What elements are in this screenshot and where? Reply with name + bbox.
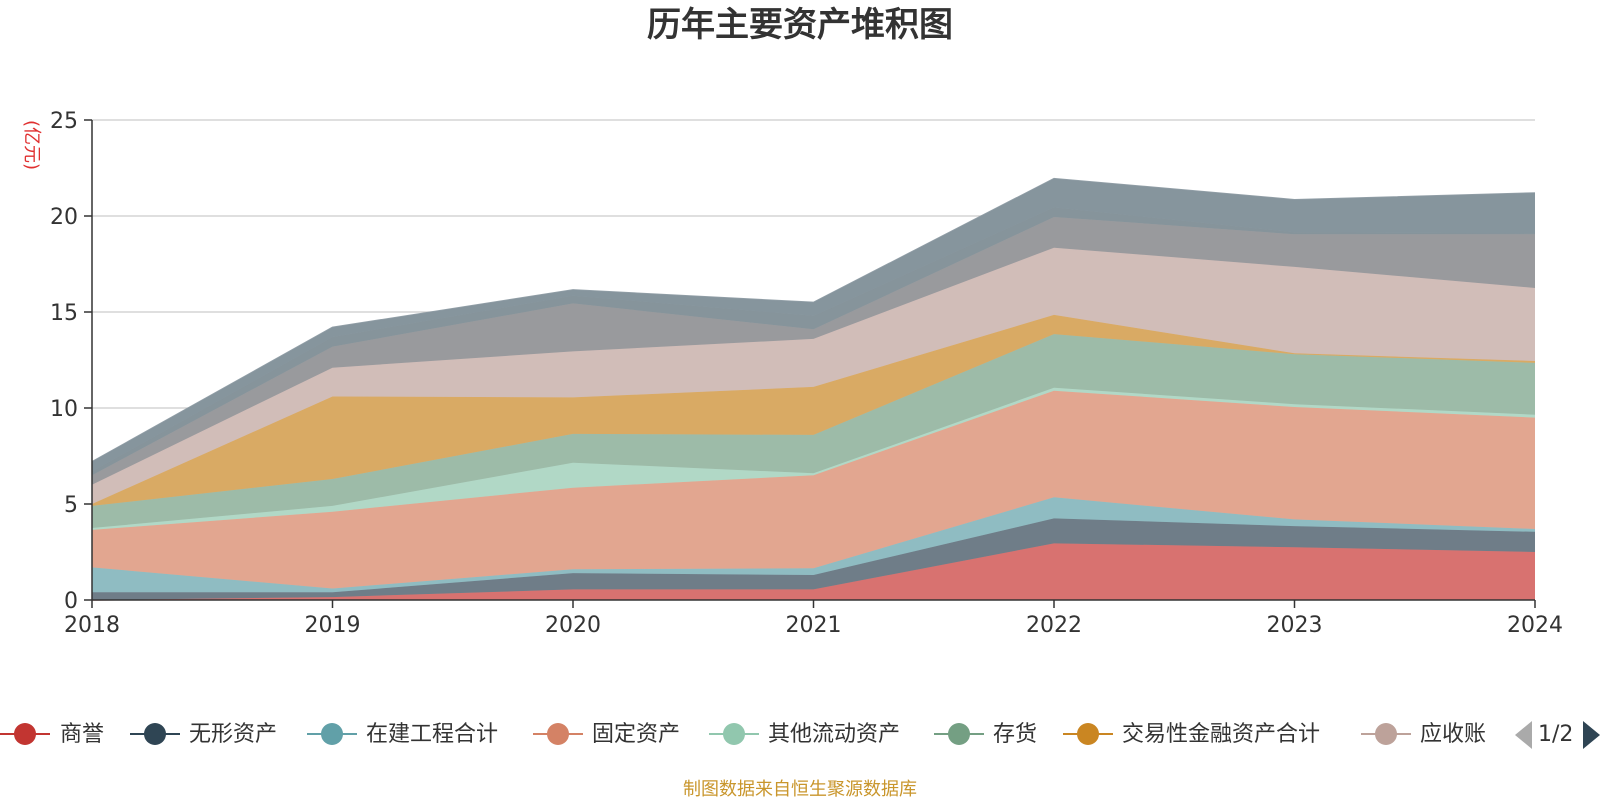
area-9[interactable]: [92, 207, 1535, 476]
area-4[interactable]: [92, 387, 1535, 530]
legend-label-6: 交易性金融资产合计: [1122, 722, 1320, 747]
legend-marker-2: [321, 723, 343, 745]
legend-item-4[interactable]: [709, 723, 759, 745]
legend-marker-3: [547, 723, 569, 745]
legend-marker-4: [723, 723, 745, 745]
area-6[interactable]: [92, 314, 1535, 506]
data-source-footer: 制图数据来自恒生聚源数据库: [683, 779, 917, 800]
legend-marker-1: [144, 723, 166, 745]
legend-item-0[interactable]: [0, 723, 50, 745]
area-5[interactable]: [92, 334, 1535, 528]
y-tick-label-10: 10: [50, 397, 78, 422]
axes: [84, 119, 1536, 608]
legend-label-3: 固定资产: [592, 722, 680, 747]
y-tick-label-5: 5: [64, 493, 78, 518]
stacked-areas: [91, 177, 1536, 601]
legend-item-2[interactable]: [307, 723, 357, 745]
legend-next-page-icon[interactable]: [1583, 721, 1600, 749]
legend-item-3[interactable]: [533, 723, 583, 745]
legend-page-indicator: 1/2: [1538, 722, 1573, 747]
legend-marker-0: [14, 723, 36, 745]
y-tick-label-25: 25: [50, 109, 78, 134]
legend-label-0: 商誉: [60, 722, 104, 747]
legend-label-5: 存货: [993, 722, 1037, 747]
y-axis-unit-label: (亿元): [21, 120, 42, 170]
legend-marker-5: [948, 723, 970, 745]
x-tick-label-2018: 2018: [64, 613, 120, 638]
x-tick-label-2020: 2020: [545, 613, 601, 638]
area-10[interactable]: [92, 178, 1535, 472]
x-tick-label-2022: 2022: [1026, 613, 1082, 638]
legend-item-7[interactable]: [1361, 723, 1411, 745]
x-tick-label-2023: 2023: [1267, 613, 1323, 638]
tick-labels: 0 5 10 15 20 25 2018 2019 2020 2021 2022 2023 2024: [50, 109, 1563, 638]
area-2[interactable]: [92, 497, 1535, 593]
legend: 商誉 无形资产 在建工程合计 固定资产 其他流动资产 存货 交易性金融资产合计 …: [0, 721, 1600, 749]
legend-label-4: 其他流动资产: [768, 722, 900, 747]
area-8[interactable]: [92, 217, 1535, 485]
legend-item-6[interactable]: [1063, 723, 1113, 745]
area-7[interactable]: [92, 247, 1535, 504]
legend-item-5[interactable]: [934, 723, 984, 745]
x-tick-label-2024: 2024: [1507, 613, 1563, 638]
legend-label-1: 无形资产: [189, 722, 277, 747]
y-tick-label-15: 15: [50, 301, 78, 326]
area-1[interactable]: [92, 518, 1535, 600]
x-tick-label-2019: 2019: [305, 613, 361, 638]
area-0[interactable]: [92, 543, 1535, 600]
chart-title: 历年主要资产堆积图: [647, 5, 953, 45]
legend-label-2: 在建工程合计: [366, 722, 498, 747]
area-edge-10: [91, 177, 1536, 463]
x-tick-label-2021: 2021: [786, 613, 842, 638]
legend-marker-6: [1077, 723, 1099, 745]
y-tick-label-20: 20: [50, 205, 78, 230]
area-3[interactable]: [92, 390, 1535, 589]
y-tick-label-0: 0: [64, 589, 78, 614]
legend-marker-7: [1375, 723, 1397, 745]
legend-item-1[interactable]: [130, 723, 180, 745]
legend-label-7: 应收账: [1420, 722, 1486, 747]
legend-prev-page-icon[interactable]: [1515, 721, 1532, 749]
